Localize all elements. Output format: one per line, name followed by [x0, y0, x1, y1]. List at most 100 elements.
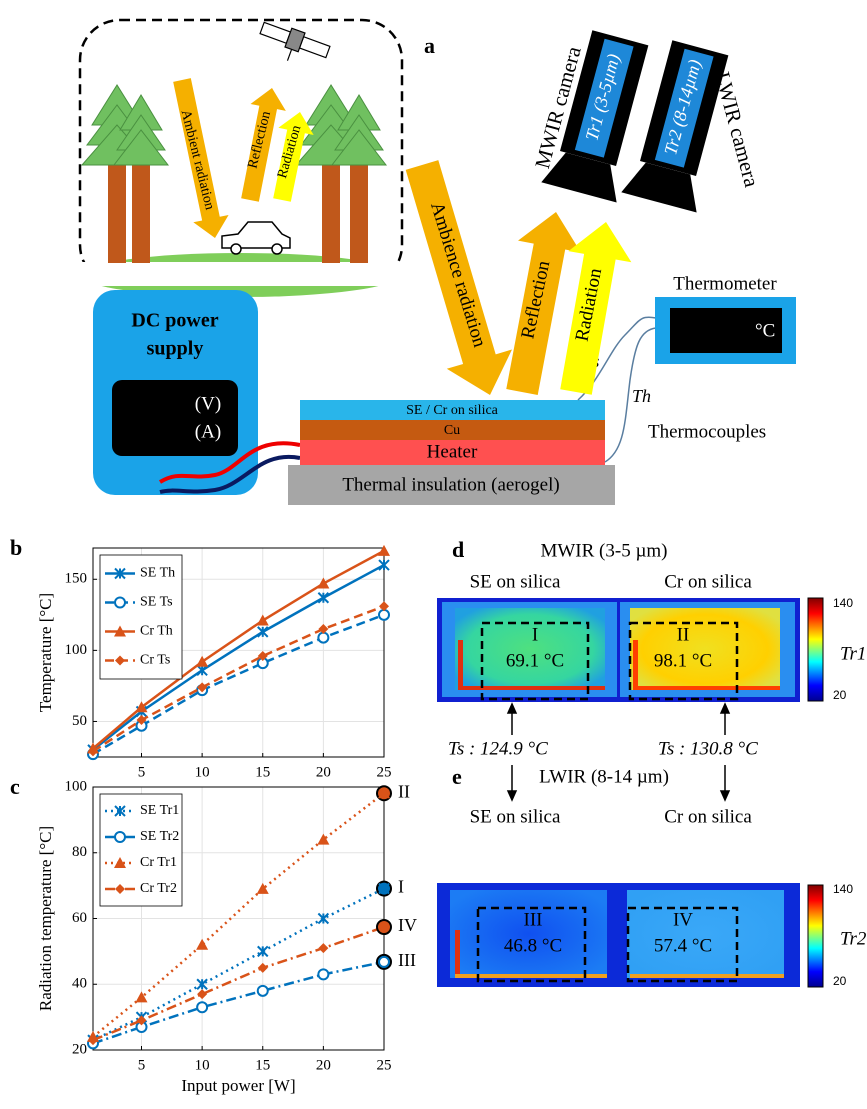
y-tick-label: 100	[65, 778, 88, 794]
volts: (V)	[195, 393, 221, 414]
sample-label: Cr on silica	[664, 806, 752, 827]
legend-label: SE Tr1	[140, 803, 179, 818]
x-tick-label: 15	[255, 764, 270, 780]
legend-label: Cr Th	[140, 624, 173, 639]
tree-tops	[82, 85, 386, 165]
heater-edge	[458, 640, 463, 690]
region-label: I	[532, 624, 538, 645]
y-tick-label: 50	[72, 713, 87, 729]
x-tick-label: 10	[195, 1057, 210, 1073]
x-tick-label: 5	[138, 764, 146, 780]
legend-label: Cr Tr2	[140, 881, 177, 896]
heater-edge	[455, 930, 460, 978]
annotation: I	[398, 877, 404, 897]
marker	[115, 832, 125, 842]
x-tick-label: 20	[316, 1057, 331, 1073]
colorbar	[808, 598, 823, 701]
y-tick-label: 60	[72, 910, 87, 926]
annotation: III	[398, 950, 416, 970]
y-tick-label: 80	[72, 844, 87, 860]
x-axis-label: Input power [W]	[181, 1076, 295, 1095]
heater-edge	[630, 974, 784, 978]
heater-edge	[633, 640, 638, 690]
x-tick-label: 10	[195, 764, 210, 780]
surface-temp: Ts : 130.8 °C	[658, 738, 758, 759]
panel-title: MWIR (3-5 µm)	[540, 540, 667, 561]
thermal-panels: d MWIR (3-5 µm) SE on silica Cr on silic…	[437, 537, 867, 988]
region-temp: 98.1 °C	[654, 650, 712, 671]
charts: 50 100 150 5 10 15 20 25 Input power [W] Temperat…	[10, 535, 417, 1095]
thermometer-label: Thermometer	[673, 273, 777, 294]
y-tick-label: 150	[65, 571, 88, 587]
legend-label: SE Tr2	[140, 829, 179, 844]
legend-label: Cr Tr1	[140, 855, 177, 870]
marker	[197, 1002, 207, 1012]
region-temp: 46.8 °C	[504, 935, 562, 956]
heater-edge	[633, 686, 780, 690]
panel-label: e	[452, 764, 462, 789]
figure: a DC power supply (V) (A) SE / Cr on sil…	[0, 0, 867, 1109]
sample-se	[455, 608, 605, 690]
layer-label: Heater	[427, 441, 478, 462]
marker	[258, 986, 268, 996]
car	[222, 222, 290, 254]
legend-label: Cr Ts	[140, 653, 170, 668]
camera-label: LWIR camera	[710, 69, 764, 190]
panel-label: b	[10, 535, 22, 560]
thermometer-unit: °C	[755, 320, 775, 341]
panel-label: d	[452, 537, 464, 562]
x-tick-label: 5	[138, 1057, 146, 1073]
region-label: III	[524, 909, 543, 930]
satellite	[255, 19, 332, 73]
x-tick-label: 20	[316, 764, 331, 780]
x-tick-label: 25	[377, 764, 392, 780]
layer-label: Thermal insulation (aerogel)	[342, 474, 559, 495]
chart: 20 40 60 80 100 5 10 15 20 25 Input power [W] Radia…	[10, 774, 417, 1095]
dc-display	[112, 380, 238, 456]
panel-label: c	[10, 774, 20, 799]
sample-label: SE on silica	[470, 571, 561, 592]
annotation: IV	[398, 915, 417, 935]
colorbar	[808, 885, 823, 987]
region-label: IV	[673, 909, 693, 930]
x-tick-label: 25	[377, 1057, 392, 1073]
region-label: II	[677, 624, 690, 645]
dc-label: DC power	[131, 310, 218, 332]
y-axis-label: Radiation temperature [°C]	[36, 826, 55, 1011]
legend-label: SE Th	[140, 566, 175, 581]
marker	[379, 610, 389, 620]
annotation: II	[398, 781, 410, 801]
sample-label: SE on silica	[470, 806, 561, 827]
marker	[115, 598, 125, 608]
th-label: Th	[632, 386, 651, 406]
y-tick-label: 100	[65, 642, 88, 658]
y-tick-label: 40	[72, 976, 87, 992]
heater-edge	[458, 686, 605, 690]
colorbar-tick: 20	[833, 688, 847, 702]
sample-cr	[627, 890, 784, 978]
ground-mask	[80, 262, 402, 286]
panel-label: a	[424, 33, 435, 58]
sample-label: Cr on silica	[664, 571, 752, 592]
x-tick-label: 15	[255, 1057, 270, 1073]
region-temp: 57.4 °C	[654, 935, 712, 956]
region-temp: 69.1 °C	[506, 650, 564, 671]
sample-se	[450, 890, 607, 978]
dc-label: supply	[147, 338, 204, 360]
colorbar-label: Tr2	[840, 928, 867, 949]
y-tick-label: 20	[72, 1041, 87, 1057]
y-axis-label: Temperature [°C]	[36, 593, 55, 712]
page: {"diagram":{"panel":"a","dc_power":["DC …	[0, 0, 867, 1109]
thermocouples-label: Thermocouples	[648, 421, 766, 442]
colorbar-tick: 140	[833, 882, 853, 896]
sample-cr	[630, 608, 780, 690]
surface-temp: Ts : 124.9 °C	[448, 738, 548, 759]
colorbar-tick: 20	[833, 974, 847, 988]
colorbar-label: Tr1	[840, 643, 866, 664]
marker	[379, 957, 389, 967]
panel-title: LWIR (8-14 µm)	[539, 766, 669, 787]
colorbar-tick: 140	[833, 596, 853, 610]
layer-label: Cu	[444, 423, 460, 438]
legend-label: SE Ts	[140, 595, 173, 610]
amps: (A)	[195, 421, 221, 442]
